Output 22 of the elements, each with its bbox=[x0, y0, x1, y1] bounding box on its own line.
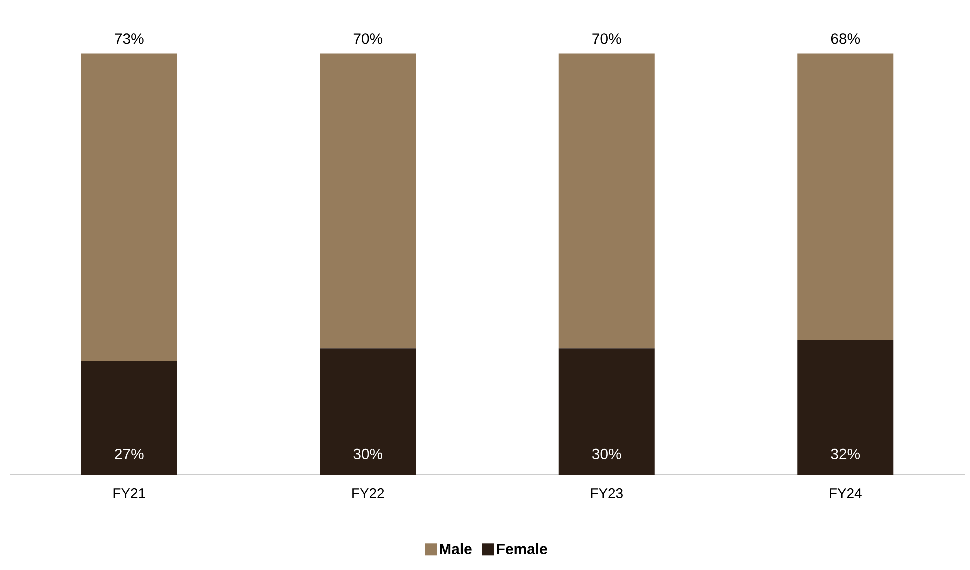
legend-label: Female bbox=[497, 543, 548, 554]
bar bbox=[558, 54, 655, 349]
bar bbox=[558, 348, 655, 475]
x-tick-label: FY24 bbox=[830, 488, 862, 498]
bar bbox=[81, 54, 178, 362]
data-label: 32% bbox=[831, 448, 860, 460]
x-tick-label: FY22 bbox=[352, 488, 384, 498]
legend-label: Male bbox=[440, 543, 472, 554]
data-label: 30% bbox=[354, 448, 383, 460]
x-tick-label: FY23 bbox=[591, 488, 623, 498]
data-label: 30% bbox=[592, 448, 622, 460]
bar bbox=[320, 54, 416, 349]
bar bbox=[81, 361, 178, 475]
data-label: 68% bbox=[831, 34, 860, 44]
data-label: 70% bbox=[354, 34, 383, 44]
x-tick-label: FY21 bbox=[114, 488, 146, 498]
data-label: 73% bbox=[115, 34, 144, 44]
data-label: 27% bbox=[115, 448, 144, 460]
data-label: 70% bbox=[592, 34, 622, 44]
bar bbox=[798, 54, 894, 340]
bar bbox=[798, 340, 894, 475]
bar bbox=[320, 348, 416, 475]
